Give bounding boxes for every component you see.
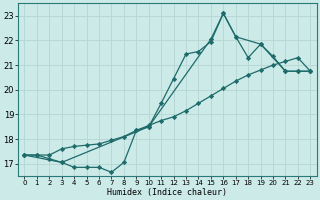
X-axis label: Humidex (Indice chaleur): Humidex (Indice chaleur) bbox=[108, 188, 228, 197]
